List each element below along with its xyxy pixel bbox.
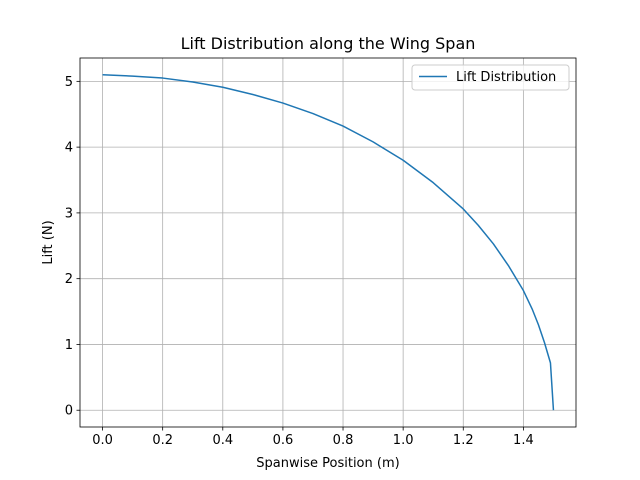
legend-label: Lift Distribution <box>456 70 556 85</box>
chart-title: Lift Distribution along the Wing Span <box>181 34 476 53</box>
x-tick-label: 0.2 <box>152 433 173 448</box>
y-tick-label: 4 <box>65 141 73 156</box>
x-axis-ticks: 0.0 0.2 0.4 0.6 0.8 1.0 1.2 1.4 <box>92 427 534 448</box>
legend: Lift Distribution <box>411 64 570 91</box>
series-line-lift-distribution <box>102 74 555 411</box>
x-tick-label: 0.0 <box>92 433 113 448</box>
y-tick-label: 1 <box>65 338 73 353</box>
x-tick-label: 0.4 <box>212 433 233 448</box>
legend-box <box>411 64 570 91</box>
y-axis-ticks: 0 1 2 3 4 5 <box>65 75 80 419</box>
y-tick-label: 3 <box>65 206 73 221</box>
plot-area <box>80 58 576 427</box>
series-layer <box>102 74 555 411</box>
y-axis-label: Lift (N) <box>41 220 56 264</box>
y-tick-label: 2 <box>65 272 73 287</box>
x-tick-label: 1.2 <box>453 433 474 448</box>
x-tick-label: 1.4 <box>513 433 534 448</box>
y-tick-label: 5 <box>65 75 73 90</box>
y-tick-label: 0 <box>65 404 73 419</box>
grid <box>80 58 576 427</box>
x-tick-label: 1.0 <box>393 433 414 448</box>
x-tick-label: 0.8 <box>333 433 354 448</box>
axes-frame <box>79 57 577 428</box>
x-axis-label: Spanwise Position (m) <box>256 456 399 471</box>
x-tick-label: 0.6 <box>273 433 294 448</box>
